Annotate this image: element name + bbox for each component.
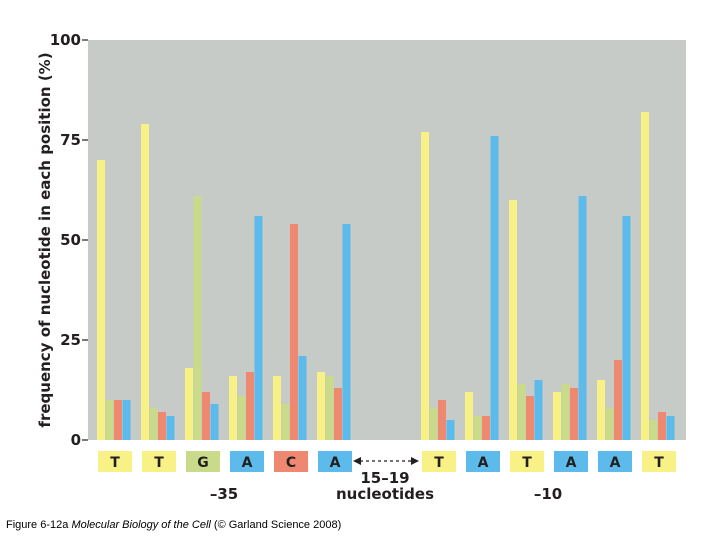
bar-a-pos-9 [534,380,543,440]
bar-t-pos-8 [465,392,473,440]
consensus-letter: T [654,455,664,471]
bar-c-pos-9 [526,396,534,440]
bar-c-pos-3 [202,392,210,440]
bar-t-pos-4 [229,376,237,440]
bar-a-pos-3 [210,404,219,440]
bar-c-pos-6 [334,388,342,440]
bar-a-pos-12 [666,416,675,440]
bar-g-pos-5 [281,404,290,440]
bar-c-pos-4 [246,372,254,440]
consensus-box [274,451,308,472]
bar-c-pos-11 [614,360,622,440]
caption-prefix: Figure 6-12a [6,519,72,531]
bar-c-pos-5 [290,224,298,440]
y-tick-label: 50 [60,231,81,249]
bar-g-pos-11 [605,408,614,440]
bar-a-pos-5 [298,356,307,440]
consensus-letter: T [110,455,120,471]
bar-t-pos-12 [641,112,649,440]
y-tick-label: 25 [60,331,81,349]
consensus-letter: T [154,455,164,471]
bar-c-pos-2 [158,412,166,440]
bar-g-pos-7 [429,408,438,440]
bar-a-pos-8 [490,136,499,440]
bar-t-pos-3 [185,368,193,440]
bar-t-pos-10 [553,392,561,440]
consensus-letter: A [610,455,621,471]
arrow-head-right [411,457,419,465]
bar-t-pos-2 [141,124,149,440]
arrow-head-left [353,457,361,465]
y-axis-label: frequency of nucleotide in each position… [36,52,54,427]
bar-g-pos-3 [193,196,202,440]
consensus-letter: T [522,455,532,471]
y-tick-label: 100 [50,31,81,49]
consensus-box [98,451,132,472]
bar-t-pos-6 [317,372,325,440]
consensus-letter: A [242,455,253,471]
bar-c-pos-7 [438,400,446,440]
bar-g-pos-8 [473,416,482,440]
minus-35-label: –35 [210,485,238,503]
bar-c-pos-1 [114,400,122,440]
bar-t-pos-7 [421,132,429,440]
bar-c-pos-10 [570,388,578,440]
consensus-box [510,451,544,472]
consensus-box [318,451,352,472]
bar-a-pos-11 [622,216,631,440]
caption-copyright: (© Garland Science 2008) [210,519,342,531]
y-tick-label: 0 [71,431,81,449]
bar-t-pos-11 [597,380,605,440]
y-axis: 0 25 50 75 100 [50,31,88,449]
bar-a-pos-4 [254,216,263,440]
bar-g-pos-12 [649,420,658,440]
consensus-letter: G [197,455,209,471]
bar-a-pos-1 [122,400,131,440]
caption-book-title: Molecular Biology of the Cell [71,519,211,531]
bar-g-pos-2 [149,408,158,440]
spacer-double-arrow [353,457,419,465]
consensus-letter: T [434,455,444,471]
bar-t-pos-1 [97,160,105,440]
consensus-letter: A [566,455,577,471]
bar-g-pos-4 [237,396,246,440]
consensus-letter: C [286,455,296,471]
bar-a-pos-2 [166,416,175,440]
bars-layer [97,112,675,440]
consensus-box [554,451,588,472]
bar-a-pos-6 [342,224,351,440]
consensus-letter: A [478,455,489,471]
y-tick-label: 75 [60,131,81,149]
bar-a-pos-7 [446,420,455,440]
minus-10-label: –10 [534,485,562,503]
bar-t-pos-5 [273,376,281,440]
consensus-box [230,451,264,472]
bar-c-pos-12 [658,412,666,440]
spacer-label-line1: 15–19 [360,469,409,487]
consensus-box [142,451,176,472]
plot-background [88,40,686,440]
bar-c-pos-8 [482,416,490,440]
bar-a-pos-10 [578,196,587,440]
consensus-letter: A [330,455,341,471]
bar-g-pos-6 [325,376,334,440]
figure-caption: Figure 6-12a Molecular Biology of the Ce… [6,519,341,531]
consensus-box [422,451,456,472]
consensus-box [186,451,220,472]
bar-g-pos-10 [561,384,570,440]
bar-t-pos-9 [509,200,517,440]
consensus-box [598,451,632,472]
consensus-box [466,451,500,472]
bar-g-pos-1 [105,400,114,440]
bar-g-pos-9 [517,384,526,440]
consensus-box [642,451,676,472]
spacer-label-line2: nucleotides [336,485,434,503]
